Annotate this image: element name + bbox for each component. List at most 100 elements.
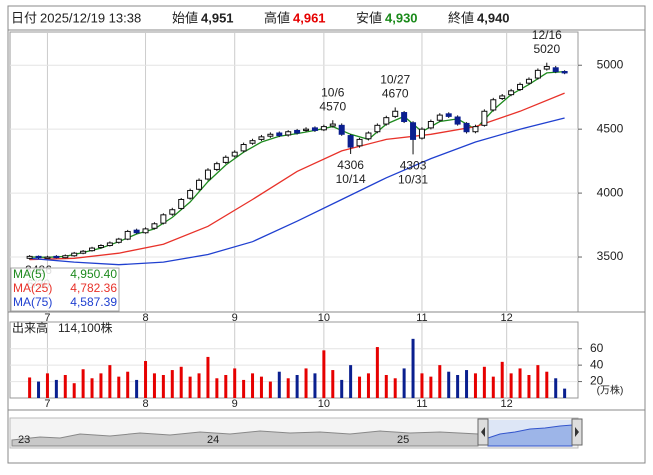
volume-bar: [144, 361, 148, 398]
volume-bar: [152, 373, 156, 398]
annotation-value: 4306: [337, 158, 364, 172]
candle-body: [490, 99, 497, 111]
x-tick-label: 7: [44, 312, 50, 324]
legend-name: MA(75): [13, 295, 52, 309]
annotation-date: 10/14: [336, 172, 366, 186]
x-tick-label: 8: [142, 398, 148, 410]
volume-bar: [135, 379, 139, 398]
volume-bar: [366, 373, 370, 398]
x-tick-label: 12: [501, 398, 513, 410]
volume-bar: [126, 371, 130, 398]
volume-bar: [197, 373, 201, 398]
volume-bar: [438, 365, 442, 398]
volume-bar: [473, 373, 477, 398]
candle-body: [62, 255, 69, 259]
candle-body: [44, 256, 51, 259]
candle-body: [151, 223, 158, 229]
volume-bar: [304, 368, 308, 398]
navigator-year: 24: [207, 434, 219, 446]
y-tick-label: 4000: [597, 185, 624, 199]
volume-bar: [447, 371, 451, 398]
x-tick-label: 7: [44, 398, 50, 410]
volume-bar: [206, 356, 210, 398]
candle-body: [80, 250, 87, 254]
date: 2025/12/19 13:38: [40, 10, 141, 25]
volume-bar: [179, 366, 183, 398]
candle-body: [552, 67, 559, 73]
candle-body: [204, 169, 211, 180]
annotation-date: 10/27: [380, 73, 410, 87]
legend-value: 4,782.36: [70, 281, 117, 295]
candle-body: [454, 116, 461, 125]
y-tick-label: 60: [590, 341, 604, 355]
candle-body: [97, 245, 104, 248]
candle-body: [115, 238, 122, 243]
frame: [7, 5, 646, 464]
volume-unit: (万株): [597, 384, 624, 397]
volume-plot-border: [9, 321, 579, 399]
volume-bar: [402, 368, 406, 398]
open-label: 始値: [172, 10, 198, 25]
volume-bar: [37, 381, 41, 398]
x-tick-label: 11: [416, 312, 427, 324]
candle-body: [222, 156, 229, 163]
candle-body: [543, 66, 550, 70]
volume-bar: [340, 379, 344, 398]
candle-body: [142, 228, 149, 234]
volume-bar: [224, 374, 228, 398]
candle-body: [213, 163, 220, 170]
candle-body: [276, 132, 283, 137]
legend-name: MA(25): [13, 281, 52, 295]
navigator: 23 24 25: [9, 417, 583, 449]
candle-body: [329, 123, 336, 127]
volume-bar: [81, 369, 85, 398]
candle-body: [71, 252, 78, 257]
volume-bar: [349, 365, 353, 398]
candle-body: [410, 122, 417, 140]
candle-body: [436, 114, 443, 121]
x-tick-label: 10: [318, 398, 330, 410]
volume-bar: [295, 374, 299, 398]
annotation-date: 10/6: [321, 85, 345, 99]
volume-bar: [331, 370, 335, 398]
handle-arrow: [481, 427, 485, 437]
annotation-value: 4570: [319, 99, 346, 113]
handle-arrow: [575, 427, 579, 437]
candle-body: [383, 117, 390, 125]
candle-body: [356, 138, 363, 147]
x-tick-label: 11: [416, 398, 427, 410]
candle-body: [320, 126, 327, 131]
volume-bar: [188, 376, 192, 398]
x-tick-label: 9: [232, 312, 238, 324]
legend-box: [10, 267, 120, 312]
candle-body: [196, 179, 203, 190]
navigator-history: [11, 430, 479, 447]
candle-body: [267, 133, 274, 137]
volume-bar: [322, 350, 326, 398]
y-tick-label: 3500: [597, 249, 624, 263]
candle-body: [258, 136, 265, 140]
legend-name: MA(5): [13, 267, 46, 281]
candle-body: [463, 122, 470, 133]
volume-bar: [420, 373, 424, 398]
annotation-value: 4303: [400, 159, 427, 173]
candle-body: [365, 132, 372, 140]
candle-body: [178, 198, 185, 209]
annotation-value: 5020: [533, 42, 560, 56]
volume-bar: [233, 368, 237, 398]
candle-body: [124, 230, 131, 240]
candle-body: [338, 124, 345, 135]
volume-bar: [411, 338, 415, 398]
volume-bar: [393, 378, 397, 398]
candle-body: [53, 255, 60, 259]
volume-name: 出来高: [12, 320, 48, 335]
candle-body: [35, 255, 42, 259]
x-tick-label: 9: [232, 398, 238, 410]
candle-body: [160, 214, 167, 224]
candle-body: [418, 128, 425, 139]
navigator-selected: [487, 424, 573, 447]
legend-value: 4,587.39: [70, 295, 117, 309]
volume-bar: [456, 374, 460, 398]
volume-bar: [286, 378, 290, 398]
